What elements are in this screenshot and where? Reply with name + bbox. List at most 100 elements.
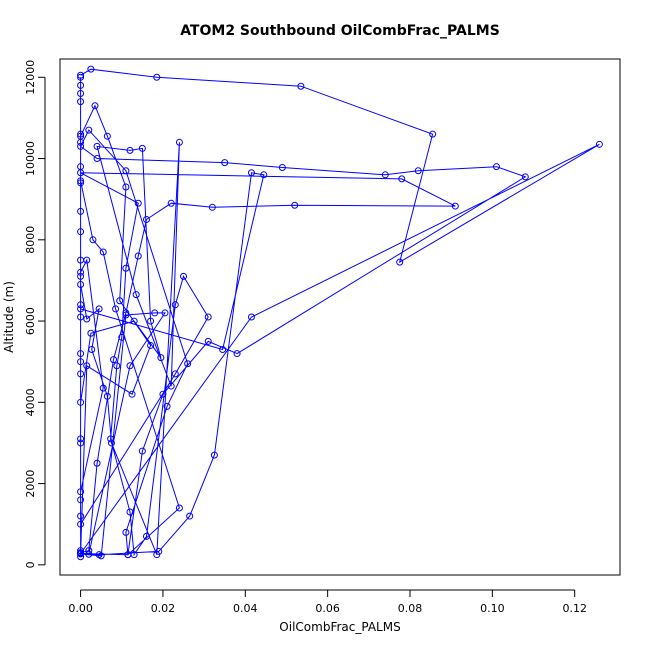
data-point [126, 508, 134, 516]
data-point [247, 313, 255, 321]
data-point [297, 82, 305, 90]
y-axis-label: Altitude (m) [2, 281, 16, 353]
data-point [130, 317, 138, 325]
data-point [221, 159, 229, 167]
x-axis: 0.00 0.02 0.04 0.06 0.08 0.10 0.12 [68, 589, 587, 615]
data-point [132, 291, 140, 299]
data-point [77, 98, 85, 106]
data-point [77, 169, 85, 177]
data-point [260, 171, 268, 179]
data-point [77, 132, 85, 140]
data-point [167, 382, 175, 390]
data-point [83, 315, 91, 323]
data-point [153, 551, 161, 559]
data-point [186, 512, 194, 520]
y-tick-label: 12000 [24, 60, 37, 95]
data-point [77, 81, 85, 89]
data-point [77, 512, 85, 520]
data-point [77, 435, 85, 443]
data-point [107, 439, 115, 447]
data-point [147, 341, 155, 349]
data-point [126, 146, 134, 154]
x-tick-label: 0.10 [480, 602, 505, 615]
x-tick-label: 0.00 [68, 602, 93, 615]
data-point [77, 370, 85, 378]
data-point [110, 356, 118, 364]
data-point [210, 451, 218, 459]
data-point [291, 201, 299, 209]
data-point [77, 228, 85, 236]
data-point [77, 520, 85, 528]
data-point [398, 175, 406, 183]
data-point [99, 384, 107, 392]
series-line [79, 68, 600, 557]
data-point [219, 346, 227, 354]
data-point [134, 252, 142, 260]
data-point [77, 207, 85, 215]
data-series [77, 65, 603, 561]
data-point [147, 317, 155, 325]
data-point [414, 167, 422, 175]
y-tick-label: 2000 [24, 470, 37, 498]
data-point [396, 258, 404, 266]
data-point [85, 547, 93, 555]
data-point [142, 215, 150, 223]
data-point [77, 358, 85, 366]
data-point [233, 350, 241, 358]
y-tick-label: 8000 [24, 226, 37, 254]
data-point [89, 236, 97, 244]
data-point [95, 305, 103, 313]
data-point [88, 346, 96, 354]
data-point [521, 173, 529, 181]
data-point [77, 496, 85, 504]
plot-area-frame [59, 58, 621, 576]
data-point [113, 362, 121, 370]
data-point [77, 547, 85, 555]
data-point [77, 301, 85, 309]
x-tick-label: 0.04 [233, 602, 258, 615]
data-point [451, 202, 459, 210]
data-point [171, 301, 179, 309]
y-tick-label: 6000 [24, 307, 37, 335]
data-point [175, 504, 183, 512]
data-point [103, 392, 111, 400]
data-point [77, 549, 85, 557]
data-point [118, 333, 126, 341]
x-axis-label: OilCombFrac_PALMS [279, 620, 400, 634]
data-point [128, 390, 136, 398]
data-point [93, 459, 101, 467]
data-point [124, 551, 132, 559]
data-point [159, 390, 167, 398]
data-point [138, 144, 146, 152]
data-point [595, 140, 603, 148]
data-point [77, 439, 85, 447]
data-point [85, 550, 93, 558]
data-point [91, 102, 99, 110]
data-point [77, 272, 85, 280]
data-point [122, 309, 130, 317]
data-point [77, 71, 85, 79]
data-point [107, 435, 115, 443]
data-point [77, 179, 85, 187]
data-point [93, 142, 101, 150]
data-point [134, 199, 142, 207]
data-point [77, 142, 85, 150]
data-point [151, 309, 159, 317]
data-point [247, 169, 255, 177]
data-point [77, 268, 85, 276]
data-point [103, 132, 111, 140]
data-point [122, 528, 130, 536]
data-point [77, 398, 85, 406]
data-point [171, 370, 179, 378]
data-point [77, 313, 85, 321]
data-point [122, 183, 130, 191]
data-point [204, 313, 212, 321]
data-point [122, 311, 130, 319]
y-tick-label: 10000 [24, 141, 37, 176]
data-point [167, 199, 175, 207]
data-point [204, 337, 212, 345]
data-point [184, 360, 192, 368]
data-point [77, 177, 85, 185]
data-point [429, 130, 437, 138]
data-point [87, 65, 95, 73]
